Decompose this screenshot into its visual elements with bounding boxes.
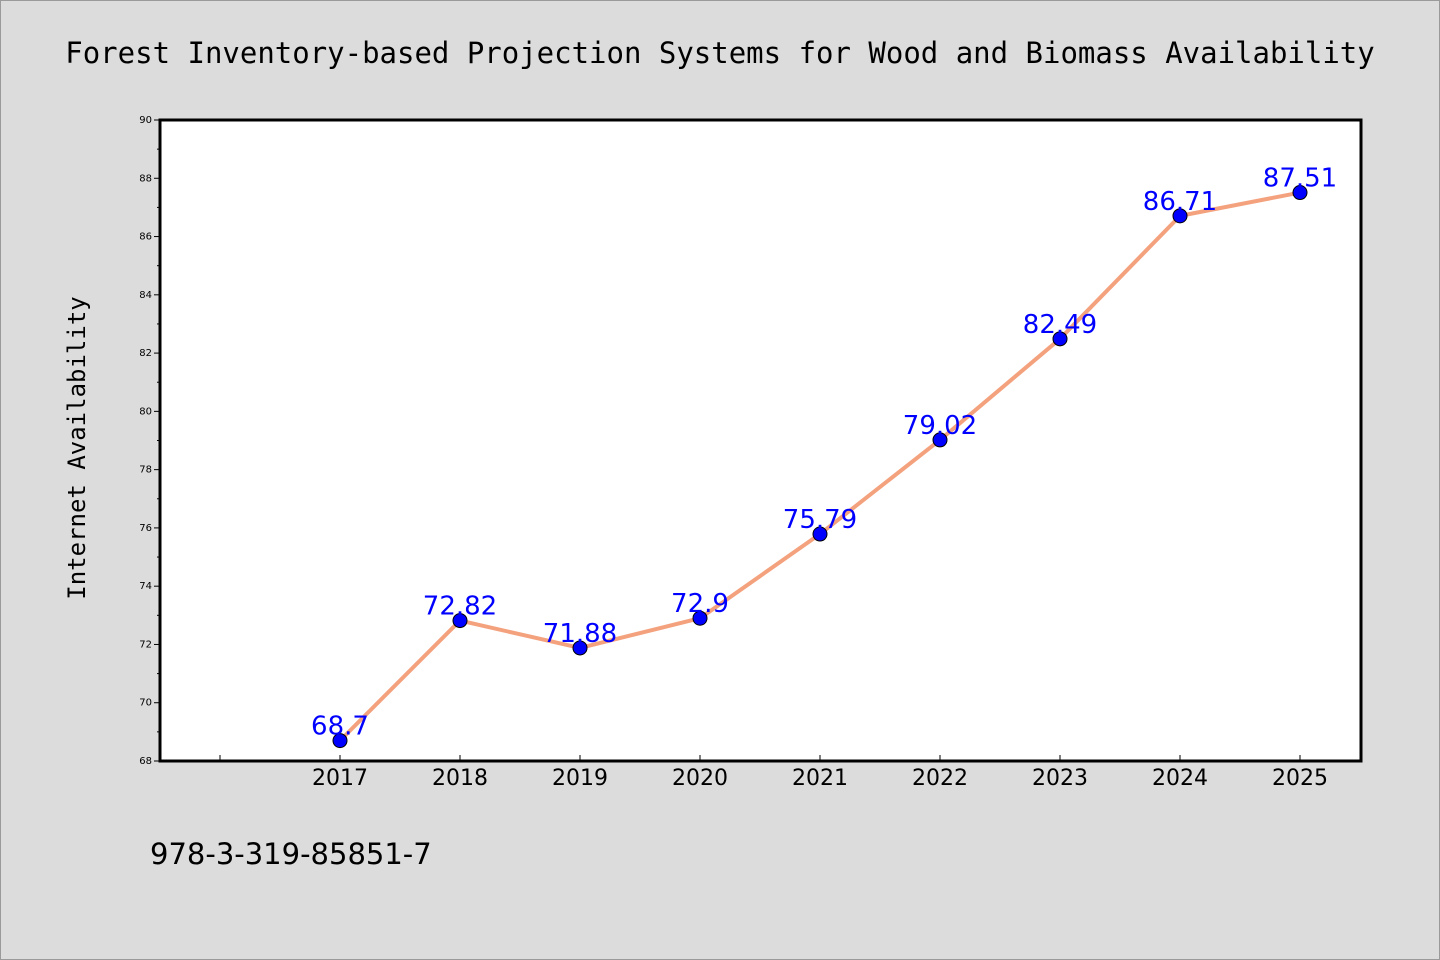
y-tick-label: 78 — [139, 465, 152, 476]
data-point — [332, 733, 348, 749]
data-label: 72.9 — [671, 589, 729, 619]
y-tick-label: 88 — [139, 173, 152, 184]
plot-area — [158, 118, 1363, 763]
data-point — [1292, 185, 1308, 201]
y-tick-label: 84 — [139, 290, 152, 301]
y-axis-label: Internet Availability — [63, 296, 91, 599]
data-label: 72.82 — [423, 592, 497, 622]
data-label: 86.71 — [1143, 187, 1217, 217]
y-tick-label: 86 — [139, 232, 152, 243]
x-tick-label: 2023 — [1032, 766, 1088, 791]
y-tick-label: 74 — [139, 581, 152, 592]
x-tick-label: 2019 — [552, 766, 608, 791]
footer-code: 978-3-319-85851-7 — [150, 837, 432, 871]
x-axis: 2017 2018 2019 2020 2021 2022 2023 2024 2025 — [219, 755, 1328, 791]
data-label: 68.7 — [311, 712, 369, 742]
data-point — [1172, 208, 1188, 224]
x-tick-label: 2024 — [1152, 766, 1208, 791]
x-tick-label: 2017 — [312, 766, 368, 791]
y-tick-label: 80 — [139, 406, 152, 417]
data-point — [452, 613, 468, 629]
data-label: 82.49 — [1023, 310, 1097, 340]
data-labels-group: 68.7 72.82 71.88 72.9 75.79 79.02 82.49 86.71 87… — [311, 164, 1337, 742]
x-tick-label: 2020 — [672, 766, 728, 791]
x-tick-label: 2018 — [432, 766, 488, 791]
data-point — [692, 610, 708, 626]
x-tick-label: 2021 — [792, 766, 848, 791]
markers-group — [332, 185, 1308, 749]
data-label: 79.02 — [903, 411, 977, 441]
y-tick-label: 72 — [139, 639, 152, 650]
x-tick-label: 2025 — [1272, 766, 1328, 791]
data-label: 87.51 — [1263, 164, 1337, 194]
y-tick-label: 70 — [139, 698, 152, 709]
y-tick-label: 90 — [139, 115, 152, 126]
data-point — [1052, 331, 1068, 347]
x-tick-label: 2022 — [912, 766, 968, 791]
data-point — [812, 526, 828, 542]
y-tick-label: 76 — [139, 523, 152, 534]
data-label: 71.88 — [543, 619, 617, 649]
y-tick-label: 68 — [139, 756, 152, 767]
chart-title: Forest Inventory-based Projection System… — [65, 36, 1374, 70]
data-point — [932, 432, 948, 448]
data-label: 75.79 — [783, 505, 857, 535]
data-point — [572, 640, 588, 656]
y-axis: 68 70 72 74 76 78 80 82 84 86 88 90 — [139, 115, 160, 767]
y-tick-label: 82 — [139, 348, 152, 359]
